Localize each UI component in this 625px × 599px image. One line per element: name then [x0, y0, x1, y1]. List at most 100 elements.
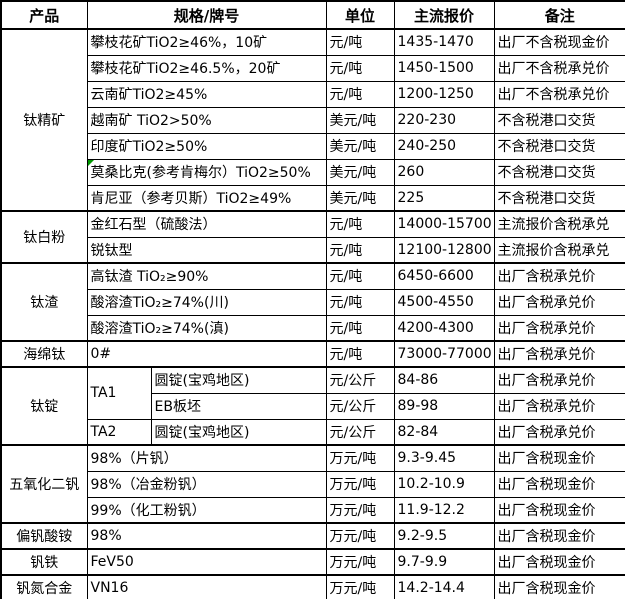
- note-cell: 出厂含税现金价: [493, 444, 625, 472]
- unit-cell: 万元/吨: [325, 574, 395, 599]
- spec-cell: EB板坯: [150, 392, 327, 420]
- price-cell: 1450-1500: [393, 54, 495, 82]
- comment-marker-icon: [88, 160, 94, 166]
- note-cell: 不含税港口交货: [493, 106, 625, 134]
- product-cell: 五氧化二钒: [0, 444, 88, 524]
- table-row: 锐钛型 元/吨 12100-12800 主流报价含税承兑: [1, 236, 625, 264]
- table-row: 偏钒酸铵 98% 万元/吨 9.2-9.5 出厂含税现金价: [0, 522, 625, 550]
- unit-cell: 元/吨: [325, 54, 395, 82]
- spec-text: 99%（化工粉钒）: [90, 502, 206, 519]
- price-cell: 82-84: [393, 418, 495, 446]
- grade-cell: TA1: [86, 366, 152, 420]
- table-row: 肯尼亚（参考贝斯）TiO2≥49% 美元/吨 225 不含税港口交货: [1, 184, 625, 212]
- note-cell: 出厂含税现金价: [493, 548, 625, 576]
- grade-cell: TA2: [86, 418, 152, 446]
- spec-cell: 越南矿 TiO2>50%: [86, 106, 327, 134]
- price-cell: 89-98: [393, 392, 495, 420]
- product-cell: 钒氮合金: [0, 574, 88, 599]
- price-cell: 14000-15700: [393, 210, 495, 238]
- spec-text: 锐钛型: [90, 242, 133, 259]
- unit-cell: 元/吨: [325, 80, 395, 108]
- spec-text: 98%: [90, 528, 122, 544]
- note-cell: 出厂含税承兑价: [493, 314, 625, 342]
- spec-cell: 锐钛型: [86, 236, 327, 264]
- note-cell: 出厂含税承兑价: [493, 340, 625, 368]
- column-header-product: 产品: [0, 0, 88, 30]
- table-row: 98%（冶金粉钒） 万元/吨 10.2-10.9 出厂含税现金价: [1, 470, 625, 498]
- note-cell: 主流报价含税承兑: [493, 236, 625, 264]
- note-cell: 出厂含税承兑价: [493, 288, 625, 316]
- table-row: 海绵钛 0# 元/吨 73000-77000 出厂含税承兑价: [0, 340, 625, 368]
- unit-cell: 美元/吨: [325, 132, 395, 160]
- price-cell: 12100-12800: [393, 236, 495, 264]
- price-cell: 4200-4300: [393, 314, 495, 342]
- table-row: 越南矿 TiO2>50% 美元/吨 220-230 不含税港口交货: [1, 106, 625, 134]
- table-row: 印度矿TiO2≥50% 美元/吨 240-250 不含税港口交货: [1, 132, 625, 160]
- unit-cell: 万元/吨: [325, 496, 395, 524]
- spec-text: 越南矿 TiO2>50%: [90, 113, 212, 129]
- spec-text: VN16: [90, 580, 129, 596]
- price-cell: 225: [393, 184, 495, 212]
- price-cell: 14.2-14.4: [393, 574, 495, 599]
- note-cell: 出厂含税承兑价: [493, 366, 625, 394]
- note-cell: 主流报价含税承兑: [493, 210, 625, 238]
- note-cell: 不含税港口交货: [493, 184, 625, 212]
- price-cell: 220-230: [393, 106, 495, 134]
- spec-text: 酸溶渣TiO₂≥74%(滇): [90, 320, 229, 337]
- spec-text: 肯尼亚（参考贝斯）TiO2≥49%: [90, 190, 292, 207]
- spec-cell: 0#: [86, 340, 327, 368]
- table-row: 钒氮合金 VN16 万元/吨 14.2-14.4 出厂含税现金价: [0, 574, 625, 599]
- product-cell: 钛渣: [0, 262, 88, 342]
- column-header-spec: 规格/牌号: [86, 0, 327, 30]
- spec-text: 98%（冶金粉钒）: [90, 477, 206, 493]
- unit-cell: 元/吨: [325, 28, 395, 56]
- price-cell: 84-86: [393, 366, 495, 394]
- price-cell: 1435-1470: [393, 28, 495, 56]
- spec-text: 98%（片钒）: [90, 451, 178, 468]
- unit-cell: 美元/吨: [325, 184, 395, 212]
- unit-cell: 万元/吨: [325, 522, 395, 550]
- unit-cell: 美元/吨: [325, 106, 395, 134]
- note-cell: 不含税港口交货: [493, 132, 625, 160]
- price-cell: 260: [393, 158, 495, 186]
- spec-text: 云南矿TiO2≥45%: [90, 87, 208, 103]
- table-header-row: 产品 规格/牌号 单位 主流报价 备注: [0, 0, 625, 30]
- price-cell: 4500-4550: [393, 288, 495, 316]
- table-row: EB板坯 元/公斤 89-98 出厂含税承兑价: [1, 392, 625, 420]
- unit-cell: 元/公斤: [325, 392, 395, 420]
- unit-cell: 美元/吨: [325, 158, 395, 186]
- note-cell: 出厂含税现金价: [493, 496, 625, 524]
- note-cell: 不含税港口交货: [493, 158, 625, 186]
- table-row: 钛精矿 攀枝花矿TiO2≥46%，10矿 元/吨 1435-1470 出厂不含税现金价: [0, 28, 625, 212]
- product-cell: 钛白粉: [0, 210, 88, 264]
- table-row: 莫桑比克(参考肯梅尔）TiO2≥50% 美元/吨 260 不含税港口交货: [1, 158, 625, 186]
- unit-cell: 万元/吨: [325, 470, 395, 498]
- spec-cell: 98%（片钒）: [86, 444, 327, 472]
- spec-cell: 攀枝花矿TiO2≥46%，10矿: [86, 28, 327, 56]
- spec-cell: 98%: [86, 522, 327, 550]
- product-cell: 海绵钛: [0, 340, 88, 368]
- note-cell: 出厂含税现金价: [493, 574, 625, 599]
- product-cell: 钛锭: [0, 366, 88, 446]
- product-cell: 钒铁: [0, 548, 88, 576]
- spec-text: 酸溶渣TiO₂≥74%(川): [90, 295, 229, 311]
- spec-text: 攀枝花矿TiO2≥46.5%，20矿: [90, 61, 281, 77]
- price-cell: 9.3-9.45: [393, 444, 495, 472]
- spec-text: 印度矿TiO2≥50%: [90, 139, 208, 155]
- table-row: TA2 圆锭(宝鸡地区) 元/公斤 82-84 出厂含税承兑价: [1, 418, 625, 446]
- price-cell: 6450-6600: [393, 262, 495, 290]
- note-cell: 出厂含税承兑价: [493, 392, 625, 420]
- table-row: 钛白粉 金红石型（硫酸法） 元/吨 14000-15700 主流报价含税承兑: [0, 210, 625, 264]
- spec-cell: 肯尼亚（参考贝斯）TiO2≥49%: [86, 184, 327, 212]
- column-header-price: 主流报价: [393, 0, 495, 30]
- spec-text: 高钛渣 TiO₂≥90%: [90, 269, 209, 286]
- column-header-note: 备注: [493, 0, 625, 30]
- spec-cell: 高钛渣 TiO₂≥90%: [86, 262, 327, 290]
- spec-cell: VN16: [86, 574, 327, 599]
- unit-cell: 元/吨: [325, 314, 395, 342]
- note-cell: 出厂含税现金价: [493, 470, 625, 498]
- product-cell: 偏钒酸铵: [0, 522, 88, 550]
- table-row: 攀枝花矿TiO2≥46.5%，20矿 元/吨 1450-1500 出厂不含税承兑价: [1, 54, 625, 82]
- table-row: 酸溶渣TiO₂≥74%(滇) 元/吨 4200-4300 出厂含税承兑价: [1, 314, 625, 342]
